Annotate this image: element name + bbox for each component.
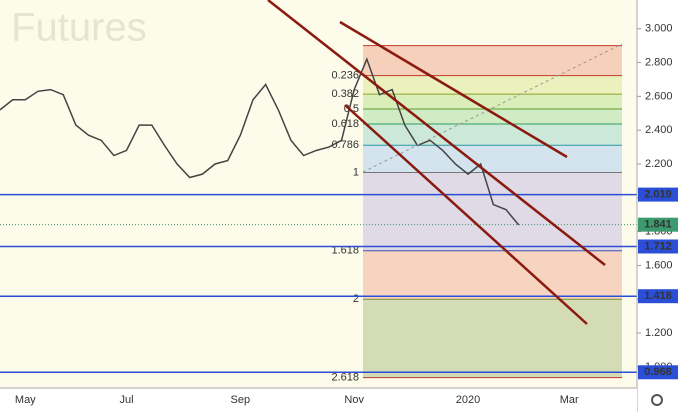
level-label: 1.712 [644, 240, 672, 252]
fib-band [363, 299, 622, 378]
fib-band [363, 250, 622, 300]
fib-band [363, 75, 622, 95]
last-price-label: 1.841 [644, 219, 672, 231]
fib-label: 1 [353, 166, 359, 178]
fib-band [363, 145, 622, 173]
fib-label: 2.618 [331, 372, 359, 384]
trend-line [344, 104, 588, 325]
trend-line [339, 20, 568, 159]
fib-label: 0.786 [331, 139, 359, 151]
fib-band [363, 45, 622, 76]
x-tick-label: Mar [560, 394, 579, 406]
fib-band [363, 124, 622, 146]
level-label: 1.418 [644, 290, 672, 302]
y-tick-label: 2.800 [645, 56, 673, 68]
fib-label: 2 [353, 293, 359, 305]
fib-band [363, 109, 622, 125]
watermark: s Futures [0, 6, 147, 50]
y-tick-label: 3.000 [645, 23, 673, 35]
last-price-badge [638, 217, 678, 232]
x-tick-label: Jul [119, 394, 133, 406]
trend-line [267, 0, 606, 266]
x-tick-label: Sep [231, 394, 251, 406]
level-badge [638, 239, 678, 254]
time-axis [0, 388, 637, 412]
level-label: 0.968 [644, 366, 672, 378]
level-badge [638, 187, 678, 202]
price-line [0, 57, 520, 226]
y-tick-label: 2.400 [645, 124, 673, 136]
x-tick-label: 2020 [456, 394, 480, 406]
settings-icon[interactable] [651, 394, 663, 406]
level-label: 2.019 [644, 188, 672, 200]
y-tick-label: 2.600 [645, 90, 673, 102]
fib-diagonal [362, 43, 623, 173]
y-tick-label: 1.200 [645, 327, 673, 339]
x-tick-label: May [15, 394, 36, 406]
fib-band [363, 94, 622, 110]
x-tick-label: Nov [344, 394, 364, 406]
fib-label: 0.236 [331, 69, 359, 81]
price-axis [637, 0, 680, 412]
level-badge [638, 365, 678, 380]
y-tick-label: 1.600 [645, 259, 673, 271]
level-badge [638, 289, 678, 304]
y-tick-label: 2.200 [645, 158, 673, 170]
fib-label: 1.618 [331, 245, 359, 257]
